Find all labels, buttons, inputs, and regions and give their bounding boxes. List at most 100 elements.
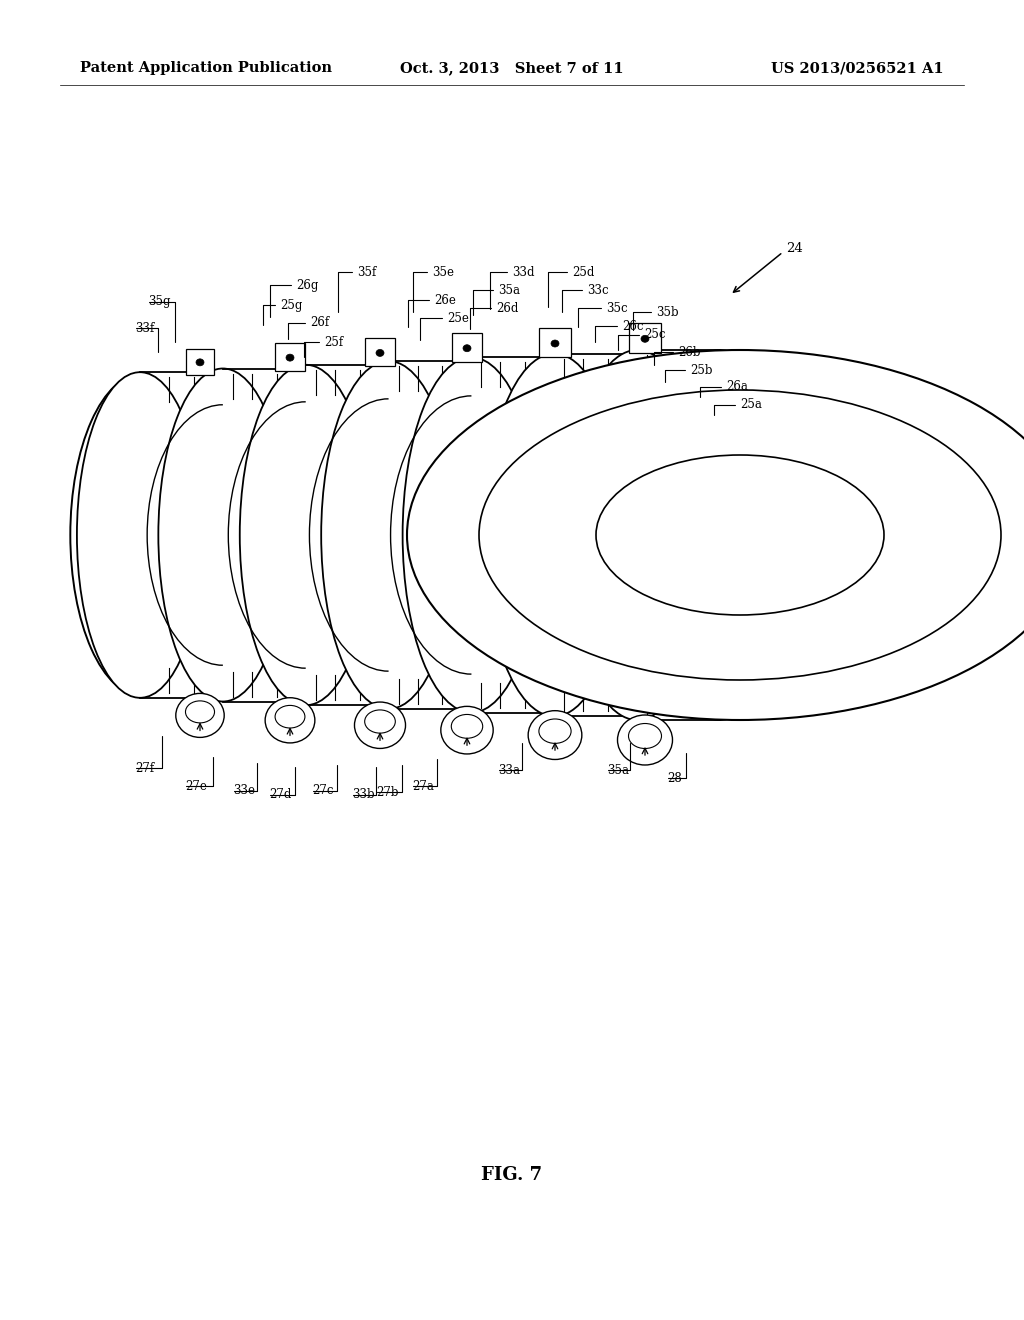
- Ellipse shape: [596, 455, 884, 615]
- Ellipse shape: [286, 354, 294, 362]
- Ellipse shape: [442, 459, 501, 610]
- Text: 27b: 27b: [376, 785, 398, 799]
- Text: 24: 24: [786, 242, 803, 255]
- Text: 27c: 27c: [312, 784, 334, 797]
- Text: 27f: 27f: [135, 762, 155, 775]
- Text: FIG. 7: FIG. 7: [481, 1166, 543, 1184]
- Text: 35e: 35e: [432, 265, 454, 279]
- FancyBboxPatch shape: [275, 343, 304, 371]
- Ellipse shape: [323, 364, 455, 705]
- Text: 28: 28: [667, 771, 682, 784]
- Ellipse shape: [404, 362, 539, 709]
- Text: Oct. 3, 2013   Sheet 7 of 11: Oct. 3, 2013 Sheet 7 of 11: [400, 61, 624, 75]
- Ellipse shape: [407, 350, 1024, 719]
- Text: 25c: 25c: [644, 329, 666, 342]
- Ellipse shape: [484, 354, 625, 717]
- Ellipse shape: [354, 702, 406, 748]
- Ellipse shape: [452, 714, 482, 738]
- Ellipse shape: [524, 458, 584, 611]
- FancyBboxPatch shape: [452, 333, 482, 362]
- Text: 35a: 35a: [498, 284, 520, 297]
- Text: 27d: 27d: [269, 788, 292, 801]
- Ellipse shape: [463, 345, 471, 351]
- Text: 35f: 35f: [357, 265, 376, 279]
- Text: 27a: 27a: [412, 780, 434, 792]
- Ellipse shape: [539, 719, 571, 743]
- Text: 26a: 26a: [726, 380, 748, 393]
- Polygon shape: [306, 364, 388, 705]
- Text: 33f: 33f: [135, 322, 155, 334]
- Text: 26b: 26b: [678, 346, 700, 359]
- Text: 33a: 33a: [498, 763, 520, 776]
- Text: 26c: 26c: [622, 319, 643, 333]
- Ellipse shape: [376, 350, 384, 356]
- FancyBboxPatch shape: [185, 348, 214, 375]
- Polygon shape: [388, 362, 471, 709]
- Ellipse shape: [196, 359, 204, 366]
- Text: 25f: 25f: [324, 335, 343, 348]
- FancyBboxPatch shape: [366, 338, 395, 367]
- Text: 26f: 26f: [310, 317, 329, 330]
- Text: 25d: 25d: [572, 265, 594, 279]
- Ellipse shape: [365, 710, 395, 733]
- Ellipse shape: [322, 362, 456, 709]
- Text: 33d: 33d: [512, 265, 535, 279]
- Ellipse shape: [255, 404, 356, 665]
- Ellipse shape: [77, 372, 203, 698]
- Ellipse shape: [607, 457, 668, 614]
- Ellipse shape: [629, 723, 662, 748]
- Text: US 2013/0256521 A1: US 2013/0256521 A1: [771, 61, 944, 75]
- Text: 33c: 33c: [587, 284, 608, 297]
- Polygon shape: [223, 368, 306, 701]
- Text: 27e: 27e: [185, 780, 207, 792]
- Text: Patent Application Publication: Patent Application Publication: [80, 61, 332, 75]
- Ellipse shape: [575, 366, 905, 705]
- Ellipse shape: [242, 368, 371, 701]
- Ellipse shape: [176, 693, 224, 738]
- Ellipse shape: [402, 358, 541, 713]
- Text: 25a: 25a: [740, 399, 762, 412]
- Text: 25g: 25g: [280, 298, 302, 312]
- Ellipse shape: [485, 358, 624, 713]
- Ellipse shape: [240, 364, 372, 705]
- Ellipse shape: [265, 698, 314, 743]
- Text: 26d: 26d: [496, 301, 518, 314]
- Ellipse shape: [641, 335, 649, 342]
- Ellipse shape: [664, 389, 776, 680]
- Ellipse shape: [275, 705, 305, 729]
- Polygon shape: [637, 350, 720, 719]
- Ellipse shape: [360, 462, 417, 609]
- Ellipse shape: [479, 389, 1001, 680]
- Polygon shape: [471, 358, 554, 713]
- FancyBboxPatch shape: [540, 329, 570, 358]
- Ellipse shape: [551, 341, 559, 347]
- Text: 25b: 25b: [690, 363, 713, 376]
- Ellipse shape: [565, 350, 709, 719]
- Ellipse shape: [662, 454, 819, 616]
- Text: 35c: 35c: [606, 301, 628, 314]
- Ellipse shape: [159, 368, 288, 701]
- Ellipse shape: [419, 399, 524, 672]
- Ellipse shape: [278, 463, 334, 607]
- Ellipse shape: [648, 350, 792, 719]
- Polygon shape: [554, 354, 637, 717]
- Text: 35b: 35b: [656, 305, 679, 318]
- Text: 35a: 35a: [607, 763, 629, 776]
- Ellipse shape: [528, 710, 582, 759]
- Ellipse shape: [173, 408, 272, 663]
- Ellipse shape: [337, 401, 440, 668]
- Ellipse shape: [440, 706, 494, 754]
- Ellipse shape: [567, 354, 708, 717]
- Text: 35g: 35g: [148, 296, 171, 309]
- Text: 26e: 26e: [434, 293, 456, 306]
- Ellipse shape: [501, 396, 608, 675]
- Polygon shape: [140, 372, 223, 698]
- FancyBboxPatch shape: [629, 323, 662, 352]
- Ellipse shape: [582, 393, 692, 677]
- Ellipse shape: [689, 455, 751, 615]
- Ellipse shape: [185, 701, 214, 723]
- Ellipse shape: [611, 403, 869, 668]
- Text: 26g: 26g: [296, 279, 318, 292]
- Ellipse shape: [196, 465, 250, 606]
- Ellipse shape: [160, 372, 286, 698]
